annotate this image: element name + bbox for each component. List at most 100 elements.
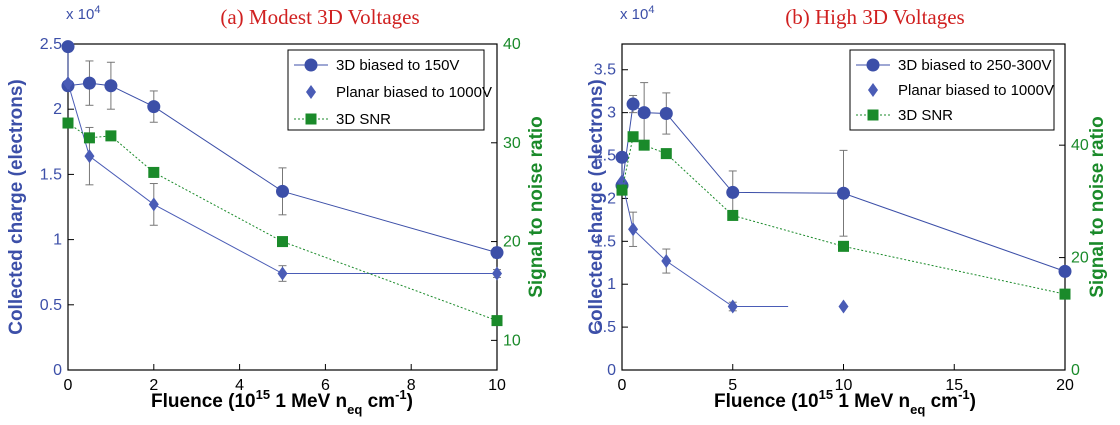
legend-label: 3D biased to 150V <box>336 57 459 74</box>
x-axis-label-part: Fluence (10 <box>714 391 819 412</box>
series-2 <box>62 117 503 327</box>
y-tick-label: 2 <box>607 190 616 207</box>
series-line <box>67 122 498 322</box>
data-point <box>491 315 503 327</box>
data-point <box>659 106 673 120</box>
data-point <box>1059 288 1071 300</box>
legend-label: Planar biased to 1000V <box>336 84 492 101</box>
data-point <box>148 166 160 178</box>
y-multiplier: x 104 <box>66 4 100 23</box>
x-axis-label-part: Fluence (10 <box>151 391 256 412</box>
chart-panel-a: (a) Modest 3D Voltages x 10 40 2 4 6 8 10 0 0.5 1 1… <box>6 4 547 417</box>
legend-label: 3D SNR <box>336 111 391 128</box>
x-axis-label-part: 1 MeV n <box>833 391 910 412</box>
chart-title: (a) Modest 3D Voltages <box>220 5 419 29</box>
data-point <box>660 148 672 160</box>
x-tick-label: 10 <box>835 377 853 394</box>
data-point <box>277 266 288 281</box>
legend-label: Planar biased to 1000V <box>898 82 1054 99</box>
x-axis-label: Fluence (1015 1 MeV neq cm-1) <box>714 387 976 417</box>
data-point <box>148 197 159 212</box>
x-axis-label-sup: 15 <box>819 387 833 402</box>
data-point <box>83 132 95 144</box>
x-tick-label: 0 <box>64 377 73 394</box>
y-multiplier-base: x 10 <box>620 6 648 23</box>
series-line <box>621 181 789 308</box>
y-tick-label: 3.5 <box>594 62 616 79</box>
data-point <box>84 149 95 164</box>
y-axis-label: Collected charge (electrons) <box>586 79 607 335</box>
data-point <box>838 240 849 252</box>
data-point <box>661 254 672 269</box>
data-point <box>490 246 504 260</box>
y2-tick-label: 40 <box>1071 137 1089 154</box>
series-line <box>621 103 1066 272</box>
data-point <box>492 266 502 281</box>
legend-label: 3D biased to 250-300V <box>898 57 1051 74</box>
y-tick-label: 1.5 <box>40 166 62 183</box>
y-axis-label: Collected charge (electrons) <box>6 79 27 335</box>
y2-tick-label: 0 <box>1071 362 1080 379</box>
y2-axis-label: Signal to noise ratio <box>1087 116 1108 298</box>
legend-marker <box>866 58 880 72</box>
y2-axis-label: Signal to noise ratio <box>526 116 547 298</box>
x-tick-label: 5 <box>728 377 737 394</box>
x-axis-label-sup: -1 <box>958 387 970 402</box>
x-axis-label-part: cm <box>925 391 958 412</box>
data-point <box>627 131 639 143</box>
series-0 <box>615 82 1072 278</box>
legend-marker <box>867 109 879 121</box>
y-multiplier-exponent: 4 <box>648 4 654 16</box>
data-point <box>626 97 640 111</box>
x-axis-label: Fluence (1015 1 MeV neq cm-1) <box>151 387 413 417</box>
y2-tick-label: 20 <box>1071 250 1089 267</box>
data-point <box>277 236 288 248</box>
y2-tick-label: 10 <box>503 332 521 349</box>
x-tick-label: 6 <box>321 377 330 394</box>
y2-tick-label: 20 <box>503 234 521 251</box>
data-point <box>276 184 289 198</box>
x-tick-label: 15 <box>945 377 963 394</box>
legend-box <box>849 49 1055 131</box>
y-multiplier-base: x 10 <box>66 6 94 23</box>
x-axis-label-part: ) <box>970 391 976 412</box>
data-point <box>1058 264 1072 278</box>
x-tick-label: 20 <box>1056 377 1074 394</box>
plot-frame <box>67 43 498 371</box>
y-multiplier-exponent: 4 <box>94 4 100 16</box>
y-tick-label: 2 <box>53 101 62 118</box>
data-point <box>628 222 639 237</box>
y2-tick-label: 30 <box>503 135 521 152</box>
x-axis-label-part: ) <box>407 391 413 412</box>
x-tick-label: 8 <box>407 377 416 394</box>
x-axis-label-sup: -1 <box>395 387 407 402</box>
data-point <box>726 185 740 199</box>
y-tick-label: 1 <box>53 232 62 249</box>
legend-marker <box>306 85 316 99</box>
legend-marker <box>304 58 318 72</box>
data-point <box>61 40 75 54</box>
data-point <box>637 106 651 120</box>
x-axis-label-sup: 15 <box>256 387 270 402</box>
data-point <box>105 130 117 142</box>
data-point <box>727 209 739 221</box>
y-tick-label: 0.5 <box>40 297 62 314</box>
y-tick-label: 0 <box>607 362 616 379</box>
legend: 3D biased to 150V Planar biased to 1000V 3… <box>287 49 492 131</box>
x-tick-label: 2 <box>149 377 158 394</box>
y-tick-label: 2.5 <box>40 36 62 53</box>
y-tick-label: 2.5 <box>594 148 616 165</box>
y-tick-label: 0.5 <box>594 319 616 336</box>
legend-box <box>287 49 485 131</box>
legend-marker <box>305 113 317 125</box>
y2-tick-label: 40 <box>503 36 521 53</box>
data-point <box>616 184 628 196</box>
y-tick-label: 1.5 <box>594 233 616 250</box>
x-tick-label: 4 <box>235 377 244 394</box>
legend: 3D biased to 250-300V Planar biased to 10… <box>849 49 1055 131</box>
data-point <box>638 139 650 151</box>
data-point <box>147 100 161 114</box>
data-point <box>615 150 629 164</box>
